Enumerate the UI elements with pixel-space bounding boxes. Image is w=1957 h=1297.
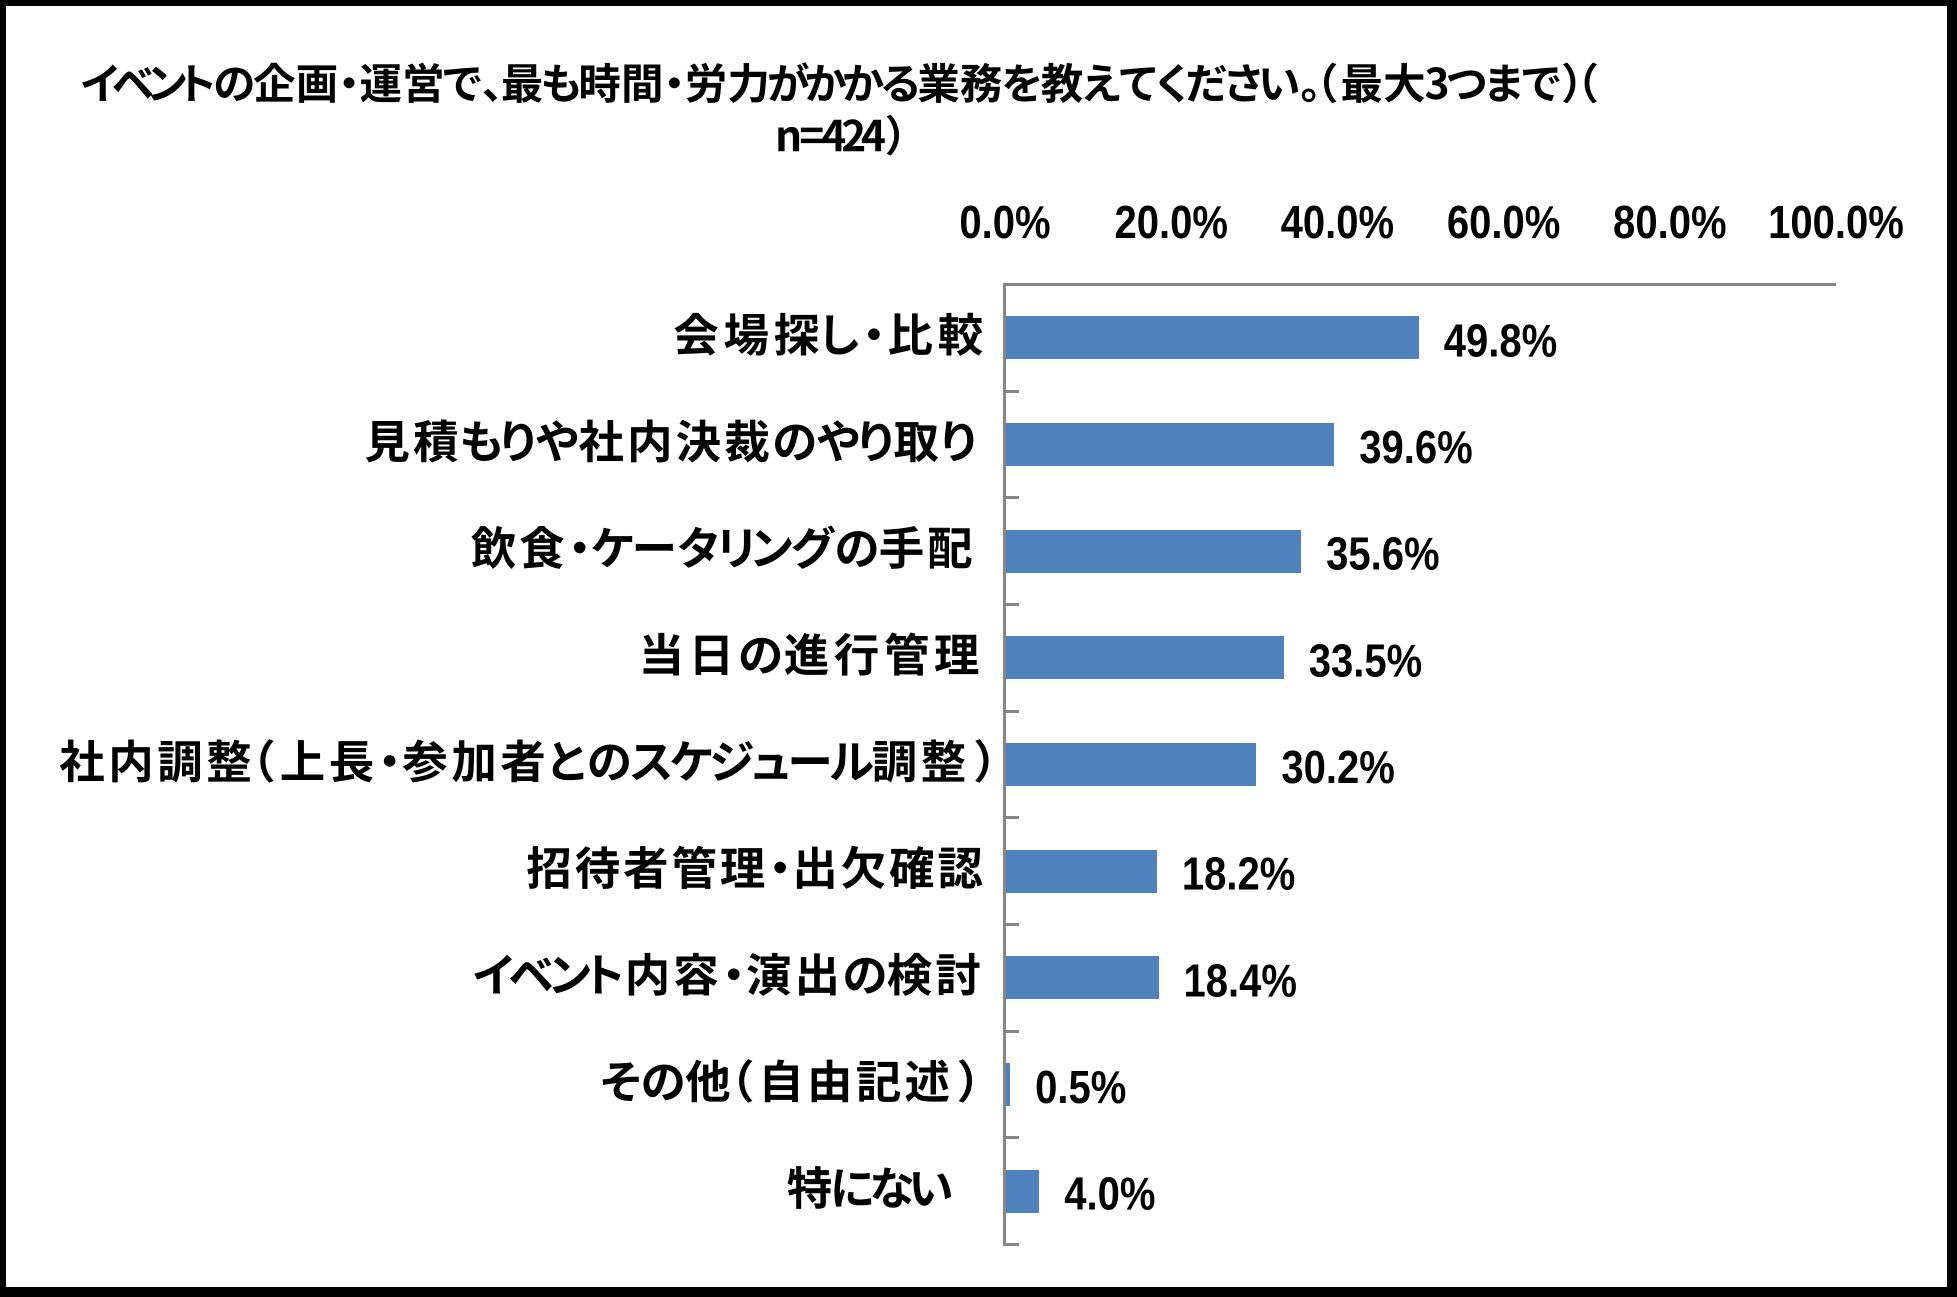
svg-text:18.2%: 18.2% xyxy=(1182,849,1295,900)
svg-text:33.5%: 33.5% xyxy=(1309,636,1422,687)
svg-text:0.5%: 0.5% xyxy=(1035,1062,1126,1113)
svg-text:0.0%: 0.0% xyxy=(959,197,1050,248)
svg-text:18.4%: 18.4% xyxy=(1184,956,1297,1007)
svg-text:20.0%: 20.0% xyxy=(1114,197,1227,248)
svg-text:39.6%: 39.6% xyxy=(1359,422,1472,473)
svg-text:35.6%: 35.6% xyxy=(1326,529,1439,580)
svg-text:100.0%: 100.0% xyxy=(1768,197,1904,248)
svg-text:49.8%: 49.8% xyxy=(1444,316,1557,367)
svg-text:30.2%: 30.2% xyxy=(1281,742,1394,793)
svg-text:40.0%: 40.0% xyxy=(1281,197,1394,248)
svg-text:60.0%: 60.0% xyxy=(1447,197,1560,248)
svg-text:80.0%: 80.0% xyxy=(1613,197,1726,248)
svg-text:4.0%: 4.0% xyxy=(1064,1169,1155,1220)
